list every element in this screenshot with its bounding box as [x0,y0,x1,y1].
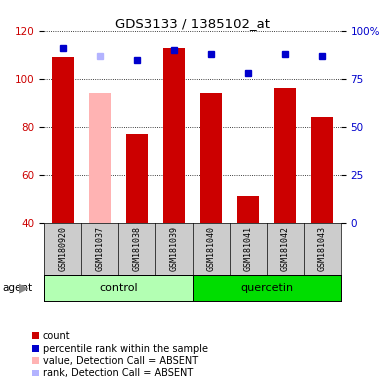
Bar [311,117,333,223]
Text: quercetin: quercetin [240,283,293,293]
Text: ▶: ▶ [19,281,29,295]
Bar [126,134,148,223]
Text: control: control [99,283,138,293]
Text: GSM181038: GSM181038 [132,226,141,271]
Bar [89,93,111,223]
Bar [274,88,296,223]
Text: GSM181039: GSM181039 [169,226,179,271]
Text: GSM180920: GSM180920 [58,226,67,271]
Text: GSM181041: GSM181041 [244,226,253,271]
Bar [52,57,74,223]
Bar [192,275,341,301]
Title: GDS3133 / 1385102_at: GDS3133 / 1385102_at [115,17,270,30]
Text: GSM181037: GSM181037 [95,226,104,271]
Text: GSM181040: GSM181040 [206,226,216,271]
Bar [44,275,192,301]
Bar [163,48,185,223]
Legend: count, percentile rank within the sample, value, Detection Call = ABSENT, rank, : count, percentile rank within the sample… [32,331,208,378]
Bar [200,93,222,223]
Bar [237,196,259,223]
Text: GSM181043: GSM181043 [318,226,327,271]
Text: agent: agent [2,283,32,293]
Text: GSM181042: GSM181042 [281,226,290,271]
